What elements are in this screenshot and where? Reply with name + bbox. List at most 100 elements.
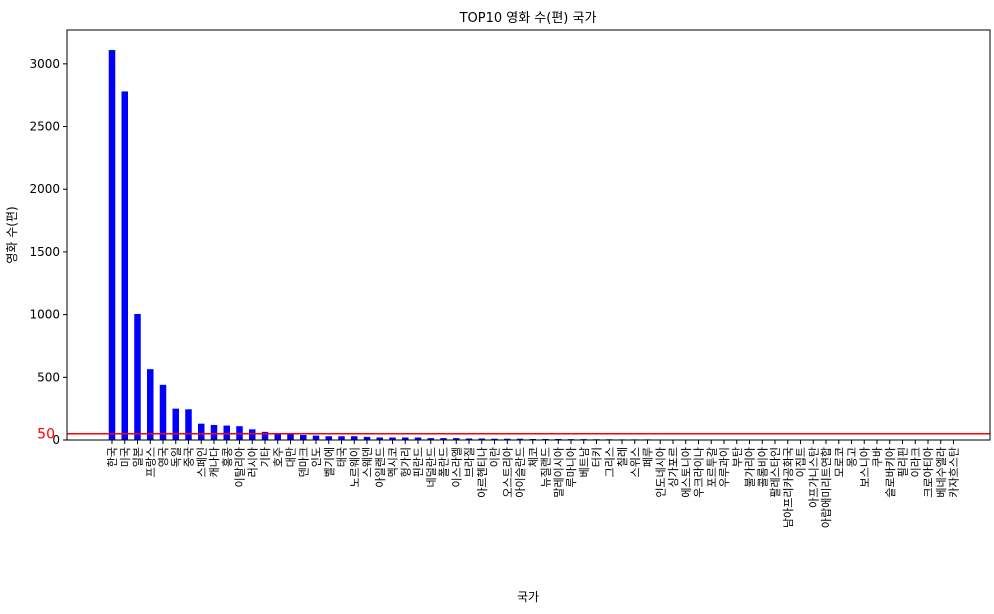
bar	[249, 429, 256, 440]
y-axis-label: 영화 수(편)	[5, 206, 19, 263]
bar	[338, 436, 345, 440]
bar	[108, 50, 116, 441]
bar	[312, 435, 320, 440]
x-tick-label: 우크라이나	[693, 447, 706, 498]
x-tick-label: 쿠바	[871, 447, 884, 467]
y-tick-label: 3000	[29, 57, 60, 71]
x-tick-label: 포르투갈	[704, 447, 718, 487]
x-tick-label: 필리핀	[897, 447, 910, 477]
x-tick-label: 벨기에	[323, 447, 336, 477]
x-tick-label: 싱가포르	[667, 447, 680, 487]
x-tick-label: 체코	[527, 447, 540, 467]
x-tick-label: 스웨덴	[361, 447, 374, 477]
x-tick-label: 네덜란드	[425, 447, 438, 487]
x-tick-label: 칠레	[616, 447, 629, 467]
x-tick-label: 아랍에미리트연합	[820, 447, 833, 528]
x-tick-label: 불가리아	[744, 447, 757, 487]
plot-frame	[66, 29, 991, 441]
x-tick-label: 멕시코	[387, 447, 400, 477]
x-tick-label: 에스토니아	[680, 447, 693, 498]
x-tick-label: 카자흐스탄	[948, 447, 961, 498]
x-tick-label: 덴마크	[297, 447, 310, 477]
bar	[427, 438, 434, 440]
x-tick-label: 베트남	[578, 447, 591, 477]
chart-title: TOP10 영화 수(편) 국가	[459, 11, 597, 26]
x-tick-label: 노르웨이	[348, 447, 361, 487]
x-tick-label: 몽고	[846, 447, 859, 467]
y-tick-label: 2500	[29, 120, 60, 134]
x-tick-label: 이스라엘	[450, 447, 463, 487]
x-tick-label: 이탈리아	[234, 447, 247, 487]
x-tick-label: 핀란드	[412, 447, 425, 477]
bar	[134, 313, 141, 440]
bar	[210, 424, 218, 440]
bar	[478, 438, 485, 440]
y-tick-label: 500	[37, 370, 60, 384]
x-tick-label: 러시아	[246, 447, 259, 477]
reference-line-label: 50	[37, 427, 55, 443]
x-tick-label: 미국	[119, 447, 132, 467]
x-tick-label: 루마니아	[565, 447, 578, 487]
x-axis-label: 국가	[517, 590, 539, 604]
x-tick-label: 대만	[285, 447, 298, 467]
x-tick-label: 이라크	[909, 447, 922, 477]
x-tick-label: 페루	[642, 447, 655, 467]
x-tick-label: 아르헨티나	[476, 447, 489, 498]
x-tick-label: 부탄	[731, 447, 744, 467]
x-tick-label: 뉴질랜드	[540, 447, 553, 487]
x-tick-label: 그리스	[603, 447, 616, 477]
bar	[287, 434, 294, 440]
bar	[147, 369, 154, 440]
x-tick-label: 브라질	[463, 447, 476, 477]
x-tick-label: 홍콩	[220, 447, 234, 467]
x-tick-label: 아이슬란드	[514, 447, 527, 498]
x-tick-label: 중국	[183, 447, 196, 467]
bar	[325, 436, 332, 440]
bar	[159, 384, 167, 440]
x-tick-label: 호주	[272, 447, 285, 467]
bar	[121, 91, 128, 440]
x-tick-label: 일본	[131, 447, 145, 467]
bar	[555, 438, 562, 440]
y-tick-label: 2000	[29, 182, 60, 196]
bar	[402, 437, 409, 440]
bar	[465, 438, 473, 440]
x-tick-label: 오스트리아	[501, 447, 514, 498]
x-tick-label: 아프가니스탄	[807, 447, 820, 508]
bar	[504, 438, 511, 440]
x-tick-label: 폴란드	[438, 447, 451, 477]
bar	[516, 438, 524, 440]
x-tick-label: 보스니아	[858, 447, 871, 487]
bar	[274, 434, 281, 440]
x-tick-label: 스페인	[195, 447, 208, 477]
x-tick-label: 모로코	[833, 447, 846, 477]
x-tick-label: 우루과이	[718, 447, 731, 487]
y-tick-label: 1500	[29, 245, 60, 259]
x-tick-label: 인도	[310, 447, 323, 467]
bar	[198, 423, 205, 440]
bar	[453, 438, 460, 440]
y-tick-label: 0	[52, 433, 60, 447]
x-tick-label: 헝가리	[399, 447, 412, 477]
x-tick-label: 크로아티아	[922, 447, 935, 498]
bar	[414, 437, 422, 440]
x-tick-label: 베네수엘라	[935, 447, 948, 498]
x-tick-label: 독일	[169, 447, 183, 467]
bar	[223, 425, 230, 440]
x-tick-label: 한국	[106, 447, 119, 467]
x-tick-label: 터키	[591, 447, 604, 467]
x-tick-label: 이집트	[795, 447, 808, 477]
bar	[300, 434, 307, 440]
bar	[172, 408, 179, 440]
bar	[363, 436, 371, 440]
x-tick-label: 영국	[157, 447, 170, 467]
x-tick-label: 팔레스타인	[769, 447, 782, 498]
x-tick-label: 말레이시아	[552, 447, 565, 498]
x-tick-label: 남아프리카공화국	[782, 447, 795, 528]
bar	[491, 438, 498, 440]
x-tick-label: 스위스	[629, 447, 642, 477]
bar	[185, 409, 192, 440]
bar	[542, 438, 549, 440]
x-tick-label: 인도네시아	[654, 447, 667, 498]
